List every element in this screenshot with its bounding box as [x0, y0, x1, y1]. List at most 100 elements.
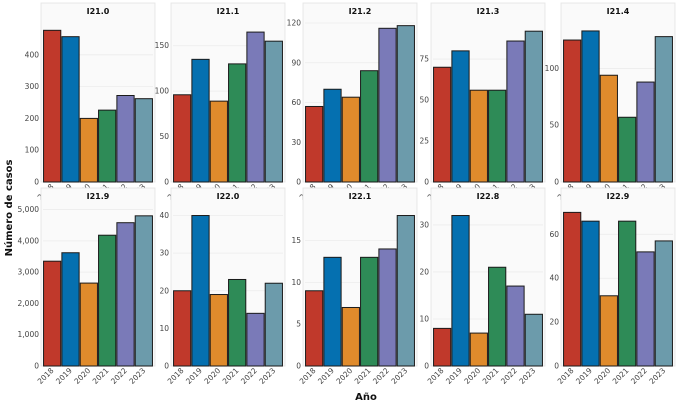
- bar: [246, 312, 265, 367]
- bar: [451, 215, 470, 367]
- bar: [98, 234, 117, 367]
- panel-frame: [430, 187, 546, 367]
- chart-panel: I21.30255075201820192020202120222023: [419, 2, 546, 202]
- bar: [264, 40, 283, 183]
- y-tick-label: 60: [291, 98, 301, 107]
- bar: [654, 36, 673, 183]
- y-tick-label: 150: [155, 41, 170, 50]
- y-tick-label: 50: [549, 121, 559, 130]
- bar: [636, 81, 655, 183]
- y-tick-label: 4,000: [18, 236, 40, 245]
- bar: [506, 285, 525, 367]
- y-tick-label: 1,000: [18, 330, 40, 339]
- y-tick-label: 400: [25, 50, 40, 59]
- y-tick-label: 60: [549, 230, 559, 239]
- bar: [323, 88, 342, 183]
- bar: [618, 220, 637, 367]
- y-tick-label: 10: [159, 324, 169, 333]
- bar: [43, 29, 62, 183]
- bar: [488, 266, 507, 367]
- bar: [305, 105, 324, 183]
- bar: [61, 252, 80, 367]
- y-tick-label: 2,000: [18, 299, 40, 308]
- chart-panel: I21.901,0002,0003,0004,0005,000201820192…: [18, 187, 156, 386]
- bar: [396, 25, 415, 183]
- y-tick-label: 0: [164, 178, 169, 187]
- y-tick-label: 3,000: [18, 268, 40, 277]
- panel-title: I21.1: [217, 7, 240, 16]
- panel-title: I22.9: [607, 192, 630, 201]
- y-axis-label: Número de casos: [3, 160, 15, 257]
- bar: [98, 109, 117, 183]
- bar: [563, 39, 582, 183]
- y-tick-label: 30: [419, 220, 429, 229]
- y-tick-label: 5: [296, 320, 301, 329]
- bar: [264, 282, 283, 367]
- bar: [79, 117, 98, 183]
- bar: [636, 251, 655, 367]
- bar: [191, 58, 210, 183]
- bar: [654, 240, 673, 367]
- bar: [228, 278, 247, 367]
- x-axis-label: Año: [355, 392, 377, 403]
- bar: [209, 100, 228, 183]
- y-tick-label: 0: [296, 362, 301, 371]
- bar: [433, 66, 452, 183]
- y-tick-label: 50: [419, 96, 429, 105]
- y-tick-label: 100: [25, 146, 40, 155]
- y-tick-label: 200: [25, 114, 40, 123]
- y-tick-label: 30: [291, 138, 301, 147]
- bar: [116, 222, 135, 367]
- panels-grid: I21.001002003004002018201920202021202220…: [18, 2, 676, 386]
- bar: [173, 94, 192, 183]
- panel-title: I21.4: [607, 7, 630, 16]
- y-tick-label: 40: [159, 211, 169, 220]
- bar: [469, 89, 488, 183]
- bar: [488, 89, 507, 183]
- bar: [506, 40, 525, 183]
- bar: [360, 70, 379, 183]
- y-tick-label: 75: [419, 55, 429, 64]
- y-tick-label: 90: [291, 58, 301, 67]
- bar: [209, 294, 228, 367]
- y-tick-label: 0: [424, 362, 429, 371]
- y-tick-label: 0: [424, 178, 429, 187]
- y-tick-label: 20: [419, 267, 429, 276]
- panel-title: I22.8: [477, 192, 500, 201]
- y-tick-label: 0: [34, 362, 39, 371]
- bar: [396, 215, 415, 367]
- y-tick-label: 10: [419, 314, 429, 323]
- bar: [134, 215, 153, 367]
- y-tick-label: 20: [549, 318, 559, 327]
- bar: [43, 260, 62, 367]
- y-tick-label: 20: [159, 286, 169, 295]
- y-tick-label: 0: [296, 178, 301, 187]
- bar: [228, 63, 247, 183]
- y-tick-label: 30: [159, 249, 169, 258]
- bar: [305, 290, 324, 367]
- chart-panel: I21.4050100201820192020202120222023: [545, 2, 676, 202]
- bar: [581, 30, 600, 183]
- panel-title: I21.9: [87, 192, 110, 201]
- bar: [599, 295, 618, 367]
- bar: [469, 332, 488, 367]
- bar: [61, 36, 80, 183]
- panel-title: I22.1: [349, 192, 372, 201]
- y-tick-label: 300: [25, 82, 40, 91]
- bar: [599, 74, 618, 183]
- bar: [246, 31, 265, 183]
- y-tick-label: 100: [545, 64, 560, 73]
- bar: [524, 30, 543, 183]
- y-tick-label: 120: [287, 19, 302, 28]
- y-tick-label: 25: [419, 137, 429, 146]
- bar: [378, 27, 397, 183]
- chart-panel: I21.1050100150201820192020202120222023: [155, 2, 286, 202]
- bar: [323, 256, 342, 367]
- y-tick-label: 50: [159, 132, 169, 141]
- y-tick-label: 100: [155, 87, 170, 96]
- panel-title: I21.0: [87, 7, 110, 16]
